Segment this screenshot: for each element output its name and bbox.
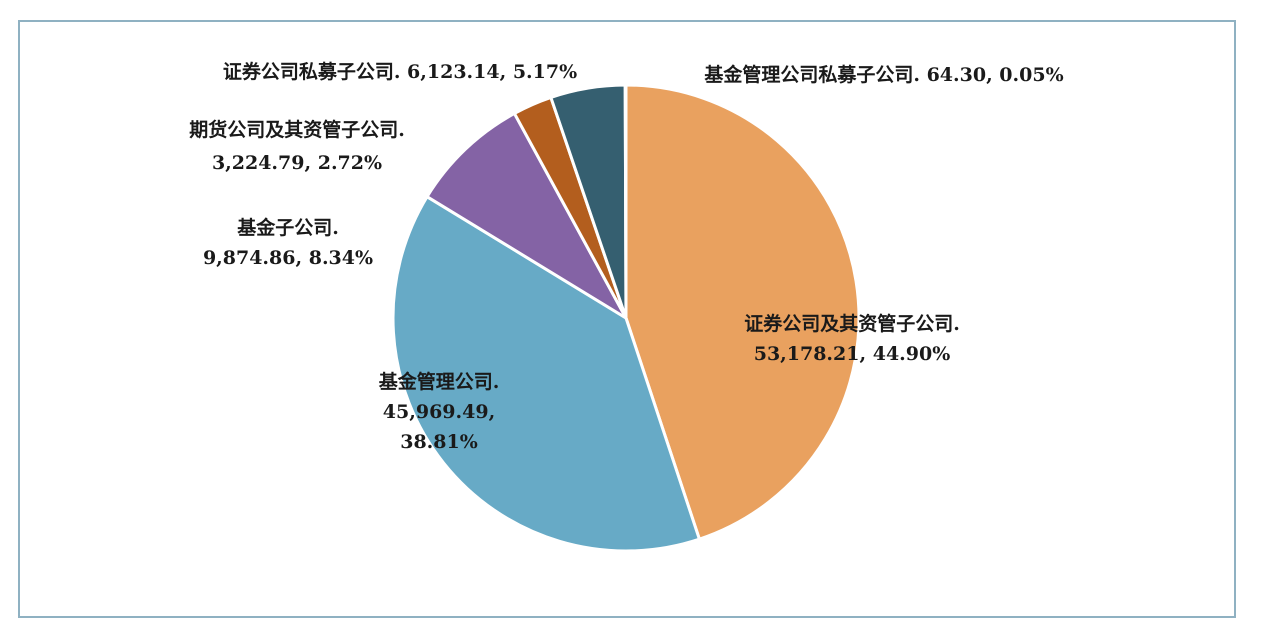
pie-slice-1: [624, 83, 861, 541]
data-label-line: 证券公司及其资管子公司.: [744, 312, 960, 335]
pie-slice-6: [623, 83, 628, 320]
data-label-5: 证券公司私募子公司. 6,123.14, 5.17%: [223, 60, 577, 83]
data-label-1: 证券公司及其资管子公司. 53,178.21, 44.90%: [744, 312, 960, 365]
data-label-line: 38.81%: [400, 431, 478, 453]
data-label-line: 基金管理公司.: [378, 370, 500, 393]
data-label-line: 53,178.21, 44.90%: [754, 343, 951, 365]
data-label-3: 基金子公司. 9,874.86, 8.34%: [203, 216, 373, 269]
pie-slices: [391, 83, 861, 553]
pie-labels: 证券公司及其资管子公司. 53,178.21, 44.90% 基金管理公司. 45,9…: [189, 60, 1063, 453]
data-label-line: 45,969.49,: [383, 401, 495, 423]
data-label-6: 基金管理公司私募子公司. 64.30, 0.05%: [703, 63, 1063, 86]
pie-slice-3: [425, 111, 628, 320]
data-label-line: 证券公司私募子公司. 6,123.14, 5.17%: [223, 60, 577, 83]
data-label-2: 基金管理公司. 45,969.49, 38.81%: [378, 370, 500, 453]
data-label-line: 期货公司及其资管子公司.: [189, 118, 405, 141]
data-label-line: 3,224.79, 2.72%: [212, 152, 382, 174]
data-label-4: 期货公司及其资管子公司. 3,224.79, 2.72%: [189, 118, 405, 174]
data-label-line: 9,874.86, 8.34%: [203, 247, 373, 269]
data-label-line: 基金子公司.: [236, 216, 339, 239]
pie-slice-2: [391, 195, 701, 553]
data-label-line: 基金管理公司私募子公司. 64.30, 0.05%: [703, 63, 1063, 86]
